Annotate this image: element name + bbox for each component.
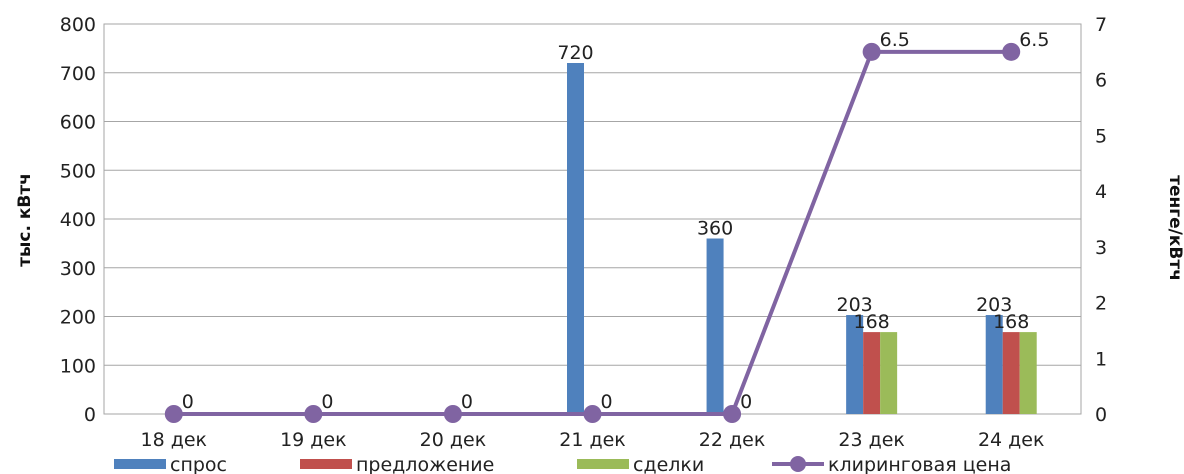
bar-data-label: 203 — [976, 294, 1012, 316]
line-data-label: 0 — [601, 391, 613, 413]
line-point — [583, 405, 602, 423]
y2-axis-title: тенге/кВтч — [1165, 175, 1184, 281]
y-tick-label: 300 — [60, 258, 96, 280]
bar-сделки — [1019, 332, 1037, 414]
gridlines — [103, 23, 1082, 415]
legend-label: сделки — [633, 454, 704, 474]
line-data-label: 0 — [182, 391, 194, 413]
bar-спрос — [846, 315, 864, 414]
bar-data-label: 168 — [854, 311, 890, 333]
bar-data-label: 203 — [837, 294, 873, 316]
line-data-label: 0 — [461, 391, 473, 413]
y2-tick-label: 3 — [1095, 237, 1107, 259]
line-point — [304, 405, 323, 423]
legend-marker — [790, 456, 806, 472]
line-point — [862, 42, 881, 61]
y2-tick-label: 2 — [1095, 293, 1107, 315]
y2-tick-label: 0 — [1095, 404, 1107, 426]
y2-tick-label: 7 — [1095, 14, 1107, 36]
bar-предложение — [863, 332, 881, 414]
legend: спрос предложение сделки клиринговая цена — [114, 454, 1011, 474]
y-tick-label: 500 — [60, 160, 96, 182]
legend-swatch-предложение — [300, 459, 352, 469]
bar-сделки — [880, 332, 898, 414]
bar-предложение — [1002, 332, 1020, 414]
y2-tick-label: 4 — [1095, 181, 1107, 203]
x-tick-label: 19 дек — [280, 429, 347, 451]
bar-спрос — [706, 238, 724, 414]
y-axis-title: тыс. кВтч — [15, 173, 35, 267]
line-data-label: 0 — [321, 391, 333, 413]
x-tick-label: 21 дек — [559, 429, 626, 451]
y-tick-label: 600 — [60, 112, 96, 134]
x-tick-label: 23 дек — [838, 429, 905, 451]
y2-tick-label: 5 — [1095, 125, 1107, 147]
x-tick-label: 22 дек — [699, 429, 766, 451]
legend-label: предложение — [356, 454, 494, 474]
y-tick-label: 800 — [60, 14, 96, 36]
price-line — [164, 42, 1021, 423]
y-tick-label: 100 — [60, 355, 96, 377]
legend-label: спрос — [170, 454, 227, 474]
bar-data-label: 168 — [993, 311, 1029, 333]
legend-swatch-сделки — [577, 459, 629, 469]
bars — [567, 63, 1037, 414]
tick-labels: 0 100 200 300 400 500 600 700 800 0 1 2 3 4 5 6 7 18 дек 1… — [60, 14, 1107, 451]
line-point — [443, 405, 462, 423]
bar-спрос — [567, 63, 584, 414]
legend-label: клиринговая цена — [828, 454, 1011, 474]
bar-спрос — [985, 315, 1003, 414]
line-point — [1002, 42, 1021, 61]
x-tick-label: 20 дек — [420, 429, 487, 451]
line-data-label: 6.5 — [880, 29, 910, 51]
line-data-label: 0 — [740, 391, 752, 413]
y-tick-label: 700 — [60, 63, 96, 85]
bar-data-label: 720 — [557, 42, 593, 64]
line-point — [164, 405, 183, 423]
x-tick-label: 24 дек — [978, 429, 1045, 451]
bar-data-label: 360 — [697, 218, 733, 240]
y-tick-label: 200 — [60, 307, 96, 329]
line-point — [723, 405, 742, 423]
y-tick-label: 0 — [84, 404, 96, 426]
y2-tick-label: 6 — [1095, 70, 1107, 92]
legend-swatch-спрос — [114, 459, 166, 469]
line-data-label: 6.5 — [1019, 29, 1049, 51]
x-tick-label: 18 дек — [141, 429, 208, 451]
y-tick-label: 400 — [60, 209, 96, 231]
y2-tick-label: 1 — [1095, 348, 1107, 370]
